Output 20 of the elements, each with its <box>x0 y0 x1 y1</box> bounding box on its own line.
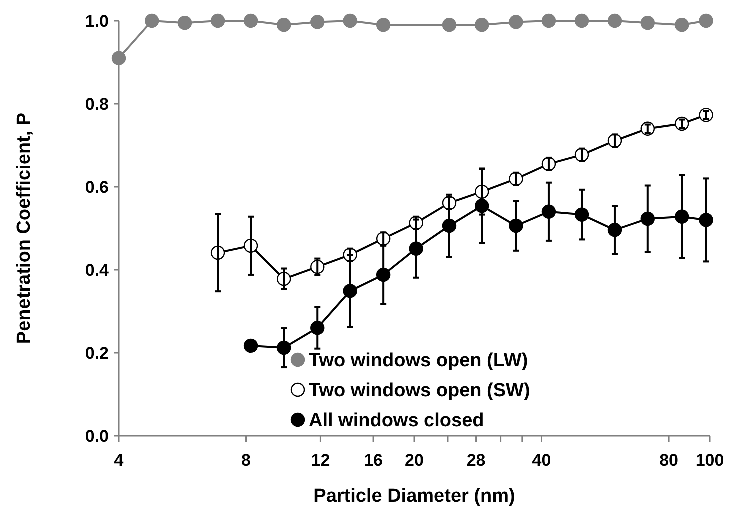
y-tick-label: 0.0 <box>85 426 109 446</box>
y-axis-title: Penetration Coefficient, P <box>14 112 35 344</box>
x-tick-label: 100 <box>696 451 724 470</box>
legend-label: Two windows open (SW) <box>309 380 530 402</box>
y-tick-label: 0.4 <box>85 260 110 280</box>
x-tick-label: 12 <box>311 451 330 470</box>
x-tick-label: 40 <box>532 451 552 470</box>
y-tick-label: 1.0 <box>85 12 109 31</box>
y-tick-label: 0.2 <box>85 344 109 363</box>
x-tick-label: 4 <box>114 451 124 470</box>
x-axis-title: Particle Diameter (nm) <box>314 486 516 507</box>
x-tick-label: 28 <box>466 451 486 470</box>
y-tick-label: 0.6 <box>85 178 109 197</box>
legend-label: All windows closed <box>309 410 484 432</box>
x-tick-label: 16 <box>364 451 383 470</box>
x-tick-label: 20 <box>405 451 424 470</box>
x-tick-label: 80 <box>660 451 678 470</box>
x-tick-label: 8 <box>242 451 251 470</box>
legend-label: Two windows open (LW) <box>309 350 528 372</box>
y-tick-label: 0.8 <box>85 94 109 114</box>
